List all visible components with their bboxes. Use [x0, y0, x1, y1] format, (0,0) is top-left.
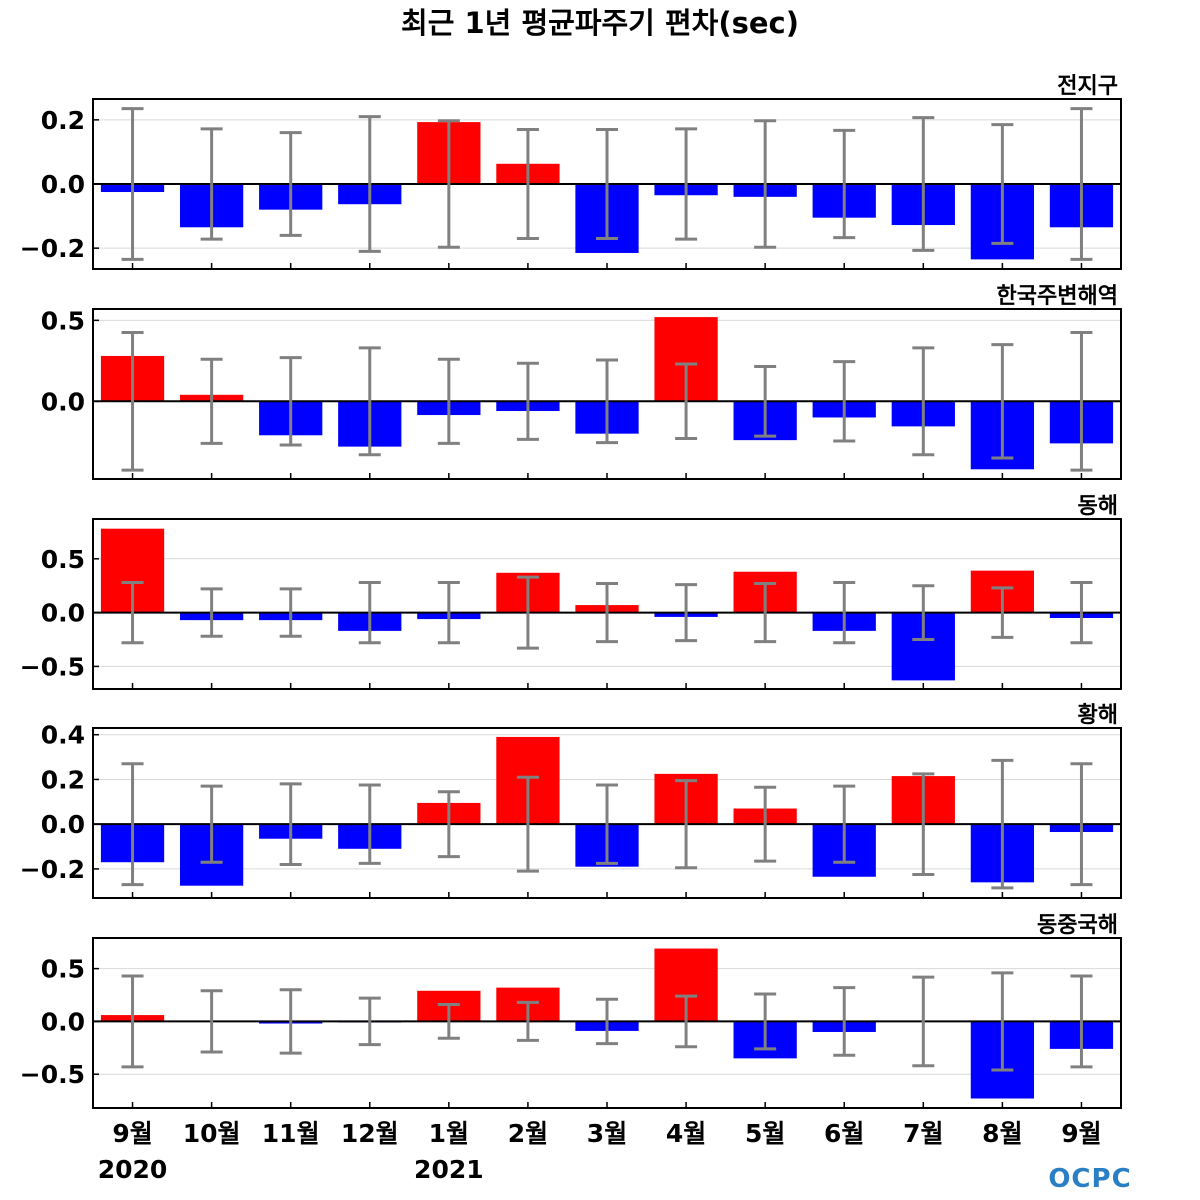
x-tick-label: 6월	[824, 1119, 864, 1148]
panel-3: 0.5 0.0 −0.5 동해	[20, 494, 1122, 690]
panel-1: 0.2 0.0 −0.2 전지구	[20, 74, 1122, 270]
x-tick-label: 5월	[745, 1119, 785, 1148]
y-tick-label: −0.5	[20, 1060, 85, 1089]
chart-panels: 0.2 0.0 −0.2 전지구 0.5 0.0 한국주변해역 0.5 0.0 −0.5 동해 0.4…	[20, 74, 1122, 1109]
y-tick-label: 0.5	[41, 955, 85, 984]
year-label: 2021	[414, 1155, 484, 1184]
year-label: 2020	[98, 1155, 168, 1184]
x-tick-label: 1월	[429, 1119, 469, 1148]
y-tick-label: 0.0	[41, 1007, 85, 1036]
panel-5: 0.5 0.0 −0.5 동중국해	[20, 913, 1122, 1109]
y-tick-label: 0.5	[41, 306, 85, 335]
panel-title: 동중국해	[1037, 913, 1118, 938]
x-tick-label: 8월	[982, 1119, 1022, 1148]
y-tick-label: −0.2	[20, 234, 85, 263]
panel-title: 동해	[1078, 494, 1118, 519]
y-tick-label: 0.0	[41, 387, 85, 416]
y-tick-label: 0.0	[41, 170, 85, 199]
x-tick-label: 11월	[262, 1119, 320, 1148]
x-tick-label: 9월	[112, 1119, 152, 1148]
x-tick-label: 9월	[1061, 1119, 1101, 1148]
y-tick-label: −0.5	[20, 652, 85, 681]
panel-title: 전지구	[1057, 74, 1118, 99]
x-axis-labels: 9월 10월 11월 12월 1월 2월 3월 4월 5월 6월 7월 8월 9월 2020 2021	[98, 1119, 1102, 1184]
y-tick-label: −0.2	[20, 855, 85, 884]
y-tick-label: 0.2	[41, 765, 85, 794]
panel-title: 한국주변해역	[997, 284, 1118, 309]
x-tick-label: 10월	[183, 1119, 241, 1148]
panel-2: 0.5 0.0 한국주변해역	[41, 284, 1122, 480]
chart-title: 최근 1년 평균파주기 편차(sec)	[401, 6, 799, 40]
panel-title: 황해	[1078, 703, 1118, 728]
x-tick-label: 4월	[666, 1119, 706, 1148]
y-tick-label: 0.5	[41, 545, 85, 574]
x-tick-label: 7월	[903, 1119, 943, 1148]
y-tick-label: 0.0	[41, 810, 85, 839]
y-tick-label: 0.4	[41, 721, 85, 750]
y-tick-label: 0.0	[41, 599, 85, 628]
y-tick-label: 0.2	[41, 106, 85, 135]
x-tick-label: 3월	[587, 1119, 627, 1148]
ocpc-logo: OCPC	[1048, 1164, 1131, 1194]
panel-4: 0.4 0.2 0.0 −0.2 황해	[20, 703, 1122, 899]
x-tick-label: 2월	[508, 1119, 548, 1148]
x-tick-label: 12월	[341, 1119, 399, 1148]
